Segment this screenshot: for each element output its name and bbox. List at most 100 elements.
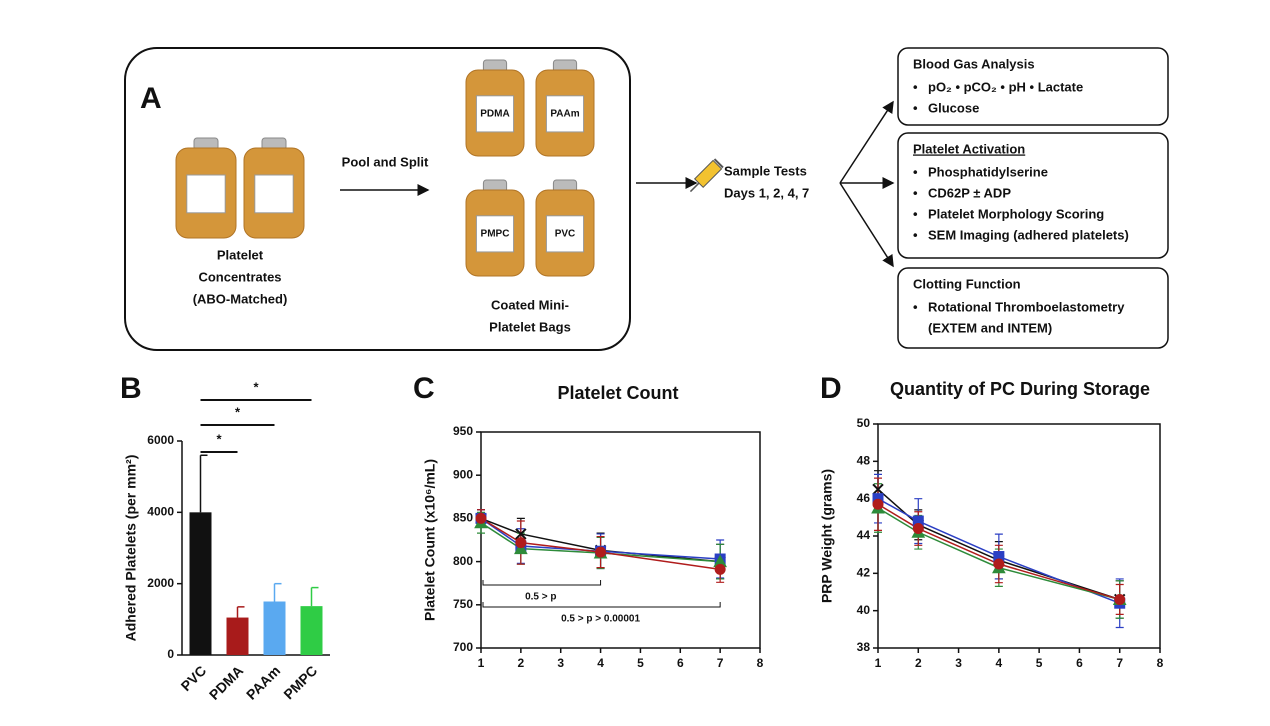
y-tick-label: 42 <box>857 566 871 580</box>
x-tick-label: PAAm <box>243 662 283 702</box>
platelet-bag: PVC <box>535 179 595 277</box>
x-tick-label: 1 <box>478 656 485 670</box>
x-tick-label: 5 <box>1036 656 1043 670</box>
x-tick-label: 7 <box>717 656 724 670</box>
platelet-bag <box>175 137 237 239</box>
y-tick-label: 2000 <box>147 576 174 590</box>
y-tick-label: 700 <box>453 640 473 654</box>
bag-label-area <box>545 215 585 253</box>
bag-label-area <box>254 174 294 214</box>
bullet: • <box>913 100 918 115</box>
marker <box>1114 593 1126 605</box>
chart-title: Quantity of PC During Storage <box>890 379 1150 399</box>
bag-label: PMPC <box>481 229 510 240</box>
y-tick-label: 850 <box>453 511 473 525</box>
box-item: pO₂ • pCO₂ • pH • Lactate <box>928 79 1083 94</box>
y-tick-label: 38 <box>857 640 871 654</box>
x-tick-label: 4 <box>996 656 1003 670</box>
caption: Concentrates <box>198 269 281 284</box>
marker <box>872 498 884 510</box>
series-line <box>480 517 721 560</box>
syringe-icon <box>689 158 724 193</box>
x-tick-label: 7 <box>1116 656 1123 670</box>
box-item: Rotational Thromboelastometry <box>928 299 1125 314</box>
y-tick-label: 46 <box>857 491 871 505</box>
marker <box>475 512 487 524</box>
y-tick-label: 750 <box>453 597 473 611</box>
y-axis-label: Platelet Count (x10⁶/mL) <box>422 459 438 621</box>
y-axis-label: PRP Weight (grams) <box>819 469 835 603</box>
y-tick-label: 6000 <box>147 433 174 447</box>
stat-bracket <box>482 580 602 586</box>
marker <box>714 563 726 575</box>
test-box <box>897 132 1169 259</box>
marker <box>993 558 1005 570</box>
marker <box>515 528 527 540</box>
panel-label: D <box>820 372 842 405</box>
x-tick-label: 8 <box>757 656 764 670</box>
y-tick-label: 900 <box>453 467 473 481</box>
series-line <box>877 498 1120 604</box>
x-tick-label: 8 <box>1157 656 1164 670</box>
series-line <box>877 507 1120 601</box>
bullet: • <box>913 206 918 221</box>
bag-label-area <box>475 95 515 133</box>
y-tick-label: 40 <box>857 603 871 617</box>
caption: (ABO-Matched) <box>193 291 288 306</box>
marker <box>514 541 528 555</box>
x-tick-label: 4 <box>597 656 604 670</box>
y-tick-label: 800 <box>453 554 473 568</box>
x-tick-label: PMPC <box>280 662 320 702</box>
panel-label: B <box>120 372 142 405</box>
x-tick-label: PDMA <box>206 662 246 702</box>
bag-label: PAAm <box>550 109 579 120</box>
y-tick-label: 950 <box>453 424 473 438</box>
stat-label: 0.5 > p > 0.00001 <box>561 614 640 625</box>
series-line <box>480 517 721 571</box>
bag-label: PVC <box>555 229 576 240</box>
marker <box>872 483 884 496</box>
marker <box>595 546 607 558</box>
platelet-bag: PAAm <box>535 59 595 157</box>
box-title: Platelet Activation <box>913 141 1025 156</box>
stat-label: 0.5 > p <box>525 592 556 603</box>
box-title: Clotting Function <box>913 276 1021 291</box>
stat-bracket <box>482 602 721 608</box>
box-item: Glucose <box>928 100 979 115</box>
step-label: Pool and Split <box>342 154 429 169</box>
bar <box>263 601 286 655</box>
y-tick-label: 44 <box>857 528 871 542</box>
bag-label: PDMA <box>480 109 509 120</box>
x-tick-label: PVC <box>178 662 210 694</box>
arrow <box>839 100 894 184</box>
caption: Platelet Bags <box>489 319 571 334</box>
y-tick-label: 50 <box>857 416 871 430</box>
caption: Coated Mini- <box>491 297 569 312</box>
significance-label: * <box>216 431 222 446</box>
marker <box>912 523 924 535</box>
chart-title: Platelet Count <box>557 383 678 403</box>
y-tick-label: 4000 <box>147 505 174 519</box>
box-item: Platelet Morphology Scoring <box>928 206 1104 221</box>
series-line <box>480 517 721 563</box>
series-line <box>480 522 721 563</box>
x-tick-label: 2 <box>518 656 525 670</box>
panel-a-frame <box>124 47 631 351</box>
x-tick-label: 2 <box>915 656 922 670</box>
y-axis-label: Adhered Platelets (per mm²) <box>123 455 139 642</box>
significance-label: * <box>235 404 241 419</box>
plot-frame <box>877 423 1161 649</box>
x-tick-label: 3 <box>557 656 564 670</box>
bullet: • <box>913 299 918 314</box>
bullet: • <box>913 164 918 179</box>
bar <box>226 617 249 655</box>
bullet: • <box>913 185 918 200</box>
y-tick-label: 48 <box>857 454 871 468</box>
bar <box>189 512 212 655</box>
bullet: • <box>913 79 918 94</box>
test-box <box>897 47 1169 126</box>
bag-label-area <box>545 95 585 133</box>
platelet-bag: PDMA <box>465 59 525 157</box>
box-title: Blood Gas Analysis <box>913 56 1035 71</box>
